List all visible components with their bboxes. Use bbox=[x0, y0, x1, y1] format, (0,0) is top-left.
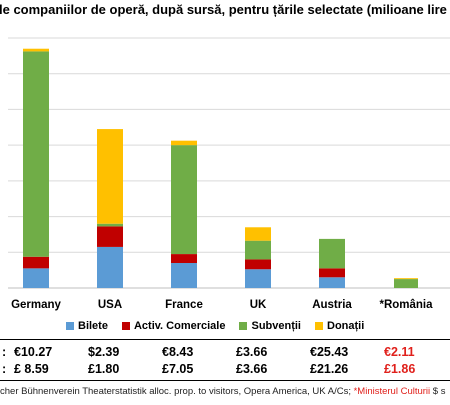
x-tick-label: *România bbox=[379, 299, 433, 311]
bar-segment-subven-ii bbox=[245, 240, 271, 260]
bar-segment-bilete bbox=[245, 269, 271, 288]
table-row: : €10.27 $2.39 €8.43 £3.66 €25.43 €2.11 bbox=[0, 345, 450, 361]
x-tick-label: USA bbox=[98, 299, 122, 311]
bar-segment-dona-ii bbox=[23, 48, 49, 52]
bar-segment-subven-ii bbox=[23, 51, 49, 257]
bar-segment-activ-comerciale bbox=[97, 226, 123, 247]
table-cell: £21.26 bbox=[310, 362, 349, 376]
bar-segment-activ-comerciale bbox=[171, 254, 197, 263]
table-cell: £7.05 bbox=[162, 362, 194, 376]
bar-segment-activ-comerciale bbox=[23, 256, 49, 269]
legend-label: Subvenții bbox=[251, 320, 301, 332]
table-cell: €25.43 bbox=[310, 345, 349, 359]
bar-segment-bilete bbox=[171, 263, 197, 288]
table-cell: £ 8.59 bbox=[14, 362, 49, 376]
legend-swatch bbox=[239, 322, 248, 330]
bar-segment-bilete bbox=[23, 268, 49, 288]
chart-legend: Bilete Activ. Comerciale Subvenții Donații bbox=[66, 320, 364, 332]
bar-segment-bilete bbox=[319, 277, 345, 288]
x-tick-label: Germany bbox=[11, 299, 61, 311]
x-tick-label: Austria bbox=[312, 299, 352, 311]
table-cell: £3.66 bbox=[236, 362, 268, 376]
bar-segment-dona-ii bbox=[394, 278, 418, 280]
legend-swatch bbox=[121, 322, 130, 330]
bar-segment-subven-ii bbox=[171, 145, 197, 255]
bar-segment-dona-ii bbox=[97, 129, 123, 224]
bar-segment-bilete bbox=[97, 246, 123, 288]
bar-segment-dona-ii bbox=[171, 140, 197, 146]
row-label: : bbox=[2, 345, 7, 359]
bar-segment-activ-comerciale bbox=[245, 259, 271, 270]
legend-label: Donații bbox=[327, 320, 365, 332]
legend-label: Activ. Comerciale bbox=[133, 320, 226, 332]
legend-swatch bbox=[315, 322, 323, 330]
x-tick-label: UK bbox=[250, 299, 267, 311]
x-tick-label: France bbox=[165, 299, 203, 311]
table-top-rule bbox=[0, 339, 450, 340]
source-highlight: *Ministerul Culturii bbox=[353, 386, 431, 397]
legend-label: Bilete bbox=[78, 320, 108, 332]
bar-segment-activ-comerciale bbox=[319, 268, 345, 278]
legend-item: Activ. Comerciale bbox=[121, 320, 226, 332]
table-cell: €8.43 bbox=[162, 345, 194, 359]
legend-item: Subvenții bbox=[239, 320, 301, 332]
table-cell: £3.66 bbox=[236, 345, 268, 359]
table-cell: £1.80 bbox=[88, 362, 120, 376]
table-cell: €2.11 bbox=[384, 345, 415, 359]
bar-segment-subven-ii bbox=[319, 238, 345, 269]
stacked-bar-chart: Germany USA France UK Austria *România bbox=[8, 37, 450, 311]
source-note: cher Bühnenverein Theaterstatistik alloc… bbox=[0, 386, 450, 397]
chart-title: le companiilor de operă, după sursă, pen… bbox=[0, 2, 447, 17]
table-bottom-rule bbox=[0, 380, 450, 381]
table-row: : £ 8.59 £1.80 £7.05 £3.66 £21.26 £1.86 bbox=[0, 362, 450, 378]
legend-item: Donații bbox=[315, 320, 364, 332]
legend-item: Bilete bbox=[66, 320, 108, 332]
bar-segment-subven-ii bbox=[97, 223, 123, 227]
bar-segment-dona-ii bbox=[245, 227, 271, 241]
source-tail: $ s bbox=[430, 386, 446, 397]
table-cell: $2.39 bbox=[88, 345, 120, 359]
row-label: : bbox=[2, 362, 7, 376]
table-cell: €10.27 bbox=[14, 345, 53, 359]
table-cell: £1.86 bbox=[384, 362, 416, 376]
source-text: cher Bühnenverein Theaterstatistik alloc… bbox=[0, 386, 354, 397]
legend-swatch bbox=[66, 322, 74, 330]
bar-segment-subven-ii bbox=[394, 279, 418, 288]
